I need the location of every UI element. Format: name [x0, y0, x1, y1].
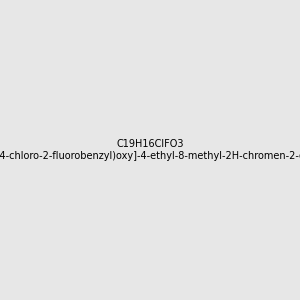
- Text: C19H16ClFO3
7-[(4-chloro-2-fluorobenzyl)oxy]-4-ethyl-8-methyl-2H-chromen-2-one: C19H16ClFO3 7-[(4-chloro-2-fluorobenzyl)…: [0, 139, 300, 161]
